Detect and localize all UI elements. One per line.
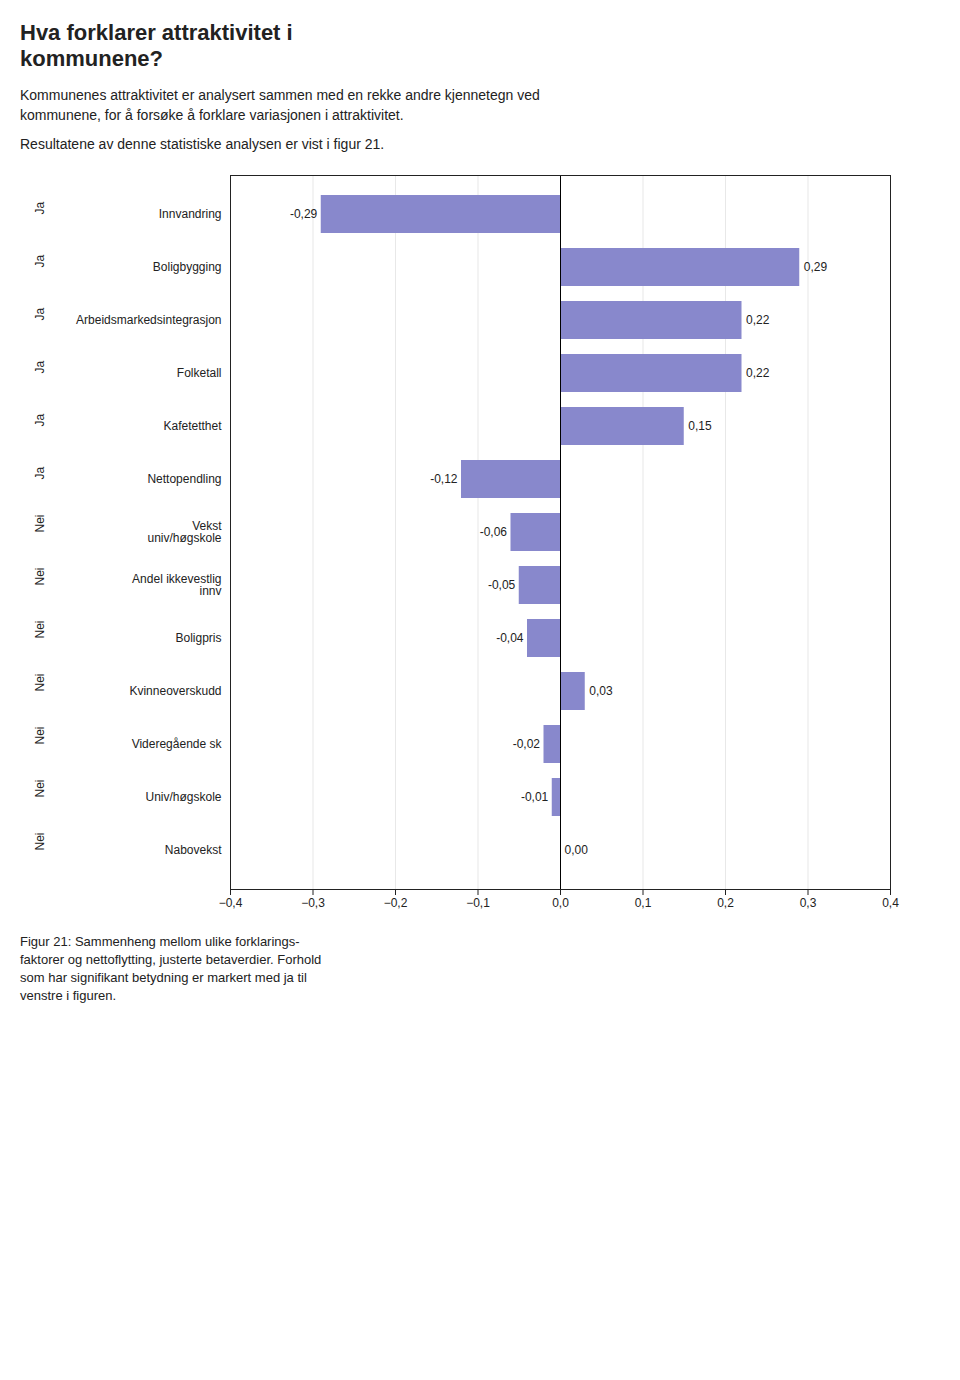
svg-text:-0,05: -0,05 [488, 578, 516, 592]
svg-text:Nei: Nei [33, 673, 47, 691]
svg-text:0,15: 0,15 [688, 419, 712, 433]
svg-text:Arbeidsmarkedsintegrasjon: Arbeidsmarkedsintegrasjon [76, 313, 221, 327]
svg-text:Nei: Nei [33, 779, 47, 797]
svg-text:0,22: 0,22 [746, 313, 770, 327]
svg-text:Boligbygging: Boligbygging [153, 260, 222, 274]
svg-text:-0,12: -0,12 [430, 472, 458, 486]
svg-text:0,2: 0,2 [717, 896, 734, 910]
svg-text:Kvinneoverskudd: Kvinneoverskudd [129, 684, 221, 698]
svg-text:-0,01: -0,01 [521, 790, 549, 804]
svg-text:Ja: Ja [33, 307, 47, 320]
svg-text:Andel ikkevestliginnv: Andel ikkevestliginnv [132, 572, 221, 598]
svg-text:Vekstuniv/høgskole: Vekstuniv/høgskole [147, 519, 222, 545]
svg-text:Nei: Nei [33, 567, 47, 585]
html-text:Resultatene av denne statistis: Resultatene av denne statistiske analyse… [20, 136, 385, 153]
svg-text:Boligpris: Boligpris [175, 631, 221, 645]
svg-text:-0,04: -0,04 [496, 631, 524, 645]
html-text:Figur 21: Sammenheng mellom ul: Figur 21: Sammenheng mellom ulike forkla… [20, 933, 322, 1004]
svg-text:Nei: Nei [33, 514, 47, 532]
svg-text:Univ/høgskole: Univ/høgskole [145, 790, 221, 804]
svg-text:Videregående sk: Videregående sk [132, 737, 223, 751]
svg-text:-0,29: -0,29 [290, 207, 318, 221]
svg-text:−0,4: −0,4 [219, 896, 243, 910]
svg-text:0,22: 0,22 [746, 366, 770, 380]
svg-text:Nei: Nei [33, 726, 47, 744]
svg-text:Ja: Ja [33, 201, 47, 214]
svg-text:−0,1: −0,1 [466, 896, 490, 910]
svg-text:Kafetetthet: Kafetetthet [163, 419, 222, 433]
svg-text:Folketall: Folketall [177, 366, 222, 380]
html-text:Hva forklarer attraktivitet i: Hva forklarer attraktivitet i [20, 20, 293, 45]
svg-text:0,1: 0,1 [635, 896, 652, 910]
svg-text:Ja: Ja [33, 413, 47, 426]
html-text:kommunene?: kommunene? [20, 46, 163, 71]
svg-text:Nettopendling: Nettopendling [147, 472, 221, 486]
svg-text:Ja: Ja [33, 360, 47, 373]
svg-text:-0,02: -0,02 [513, 737, 541, 751]
html-text:Kommunenes attraktivitet er an: Kommunenes attraktivitet er analysert sa… [20, 87, 540, 123]
svg-text:0,00: 0,00 [565, 843, 589, 857]
svg-text:Nei: Nei [33, 620, 47, 638]
svg-text:0,0: 0,0 [552, 896, 569, 910]
svg-text:Nei: Nei [33, 832, 47, 850]
svg-text:Innvandring: Innvandring [159, 207, 222, 221]
svg-text:0,4: 0,4 [882, 896, 899, 910]
svg-text:−0,2: −0,2 [384, 896, 408, 910]
svg-text:−0,3: −0,3 [301, 896, 325, 910]
svg-text:0,29: 0,29 [804, 260, 828, 274]
svg-text:Ja: Ja [33, 466, 47, 479]
svg-text:-0,06: -0,06 [480, 525, 508, 539]
svg-text:0,3: 0,3 [800, 896, 817, 910]
svg-text:Ja: Ja [33, 254, 47, 267]
svg-text:Nabovekst: Nabovekst [165, 843, 222, 857]
svg-text:0,03: 0,03 [589, 684, 613, 698]
